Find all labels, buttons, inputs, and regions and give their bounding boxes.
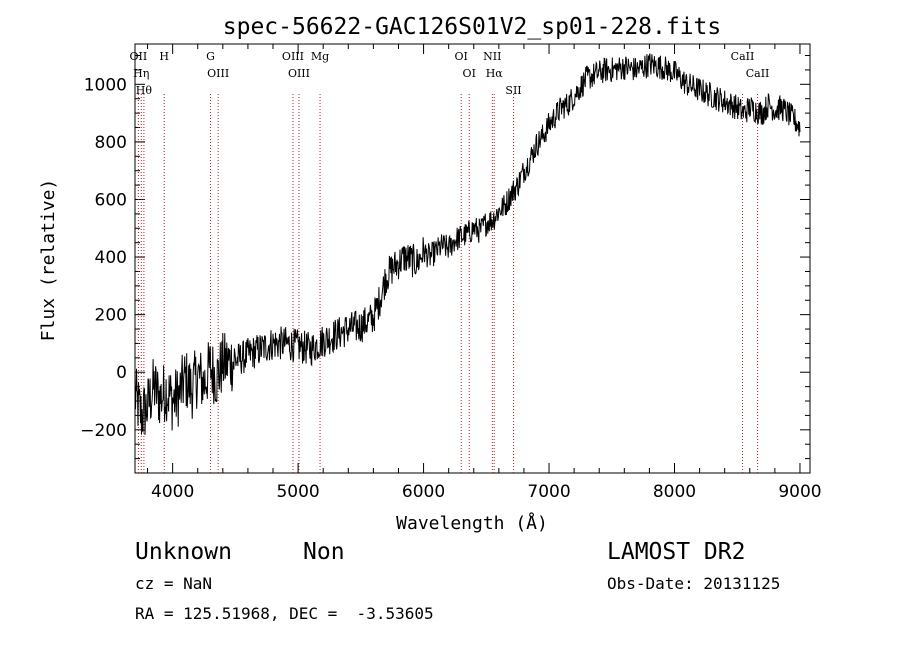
x-tick-label: 4000 xyxy=(151,482,194,502)
spectral-line-label: H xyxy=(159,50,169,63)
y-tick-label: 1000 xyxy=(84,75,127,95)
subclass-label: Non xyxy=(303,539,345,565)
x-tick-label: 7000 xyxy=(527,482,570,502)
y-tick-label: 600 xyxy=(95,190,127,210)
cz-label: cz = NaN xyxy=(135,574,213,593)
spectral-line-label: OII xyxy=(130,50,148,63)
obs-date-label: Obs-Date: 20131125 xyxy=(607,574,781,593)
spectral-line-label: SII xyxy=(505,84,521,97)
spectrum-line xyxy=(134,53,801,435)
spectral-line-label: Mg xyxy=(311,50,329,63)
x-axis-label: Wavelength (Å) xyxy=(396,512,548,534)
x-tick-label: 5000 xyxy=(276,482,319,502)
y-tick-label: 400 xyxy=(95,248,127,268)
spectral-line-label: CaII xyxy=(731,50,755,63)
spectral-line-label: OI xyxy=(455,50,468,63)
spectral-line-label: NII xyxy=(483,50,501,63)
coordinates-label: RA = 125.51968, DEC = -3.53605 xyxy=(135,604,434,623)
spectral-line-label: G xyxy=(206,50,215,63)
y-tick-label: −200 xyxy=(80,421,127,441)
x-tick-label: 9000 xyxy=(778,482,821,502)
y-axis-label: Flux (relative) xyxy=(38,179,59,342)
spectral-line-label: Hθ xyxy=(136,84,153,97)
spectral-line-label: Hη xyxy=(133,67,149,80)
spectral-line-label: OIII xyxy=(207,67,229,80)
survey-label: LAMOST DR2 xyxy=(607,539,746,565)
spectral-line-label: OIII xyxy=(282,50,304,63)
chart-title: spec-56622-GAC126S01V2_sp01-228.fits xyxy=(223,14,722,40)
y-tick-label: 0 xyxy=(116,363,127,383)
y-tick-label: 800 xyxy=(95,133,127,153)
spectral-line-label: CaII xyxy=(746,67,770,80)
y-tick-label: 200 xyxy=(95,306,127,326)
spectral-line-label: OIII xyxy=(288,67,310,80)
class-label: Unknown xyxy=(135,539,232,565)
spectral-line-label: OI xyxy=(463,67,476,80)
plot-frame xyxy=(134,43,811,474)
x-tick-label: 6000 xyxy=(402,482,445,502)
x-tick-label: 8000 xyxy=(653,482,696,502)
spectral-line-label: Hα xyxy=(486,67,504,80)
